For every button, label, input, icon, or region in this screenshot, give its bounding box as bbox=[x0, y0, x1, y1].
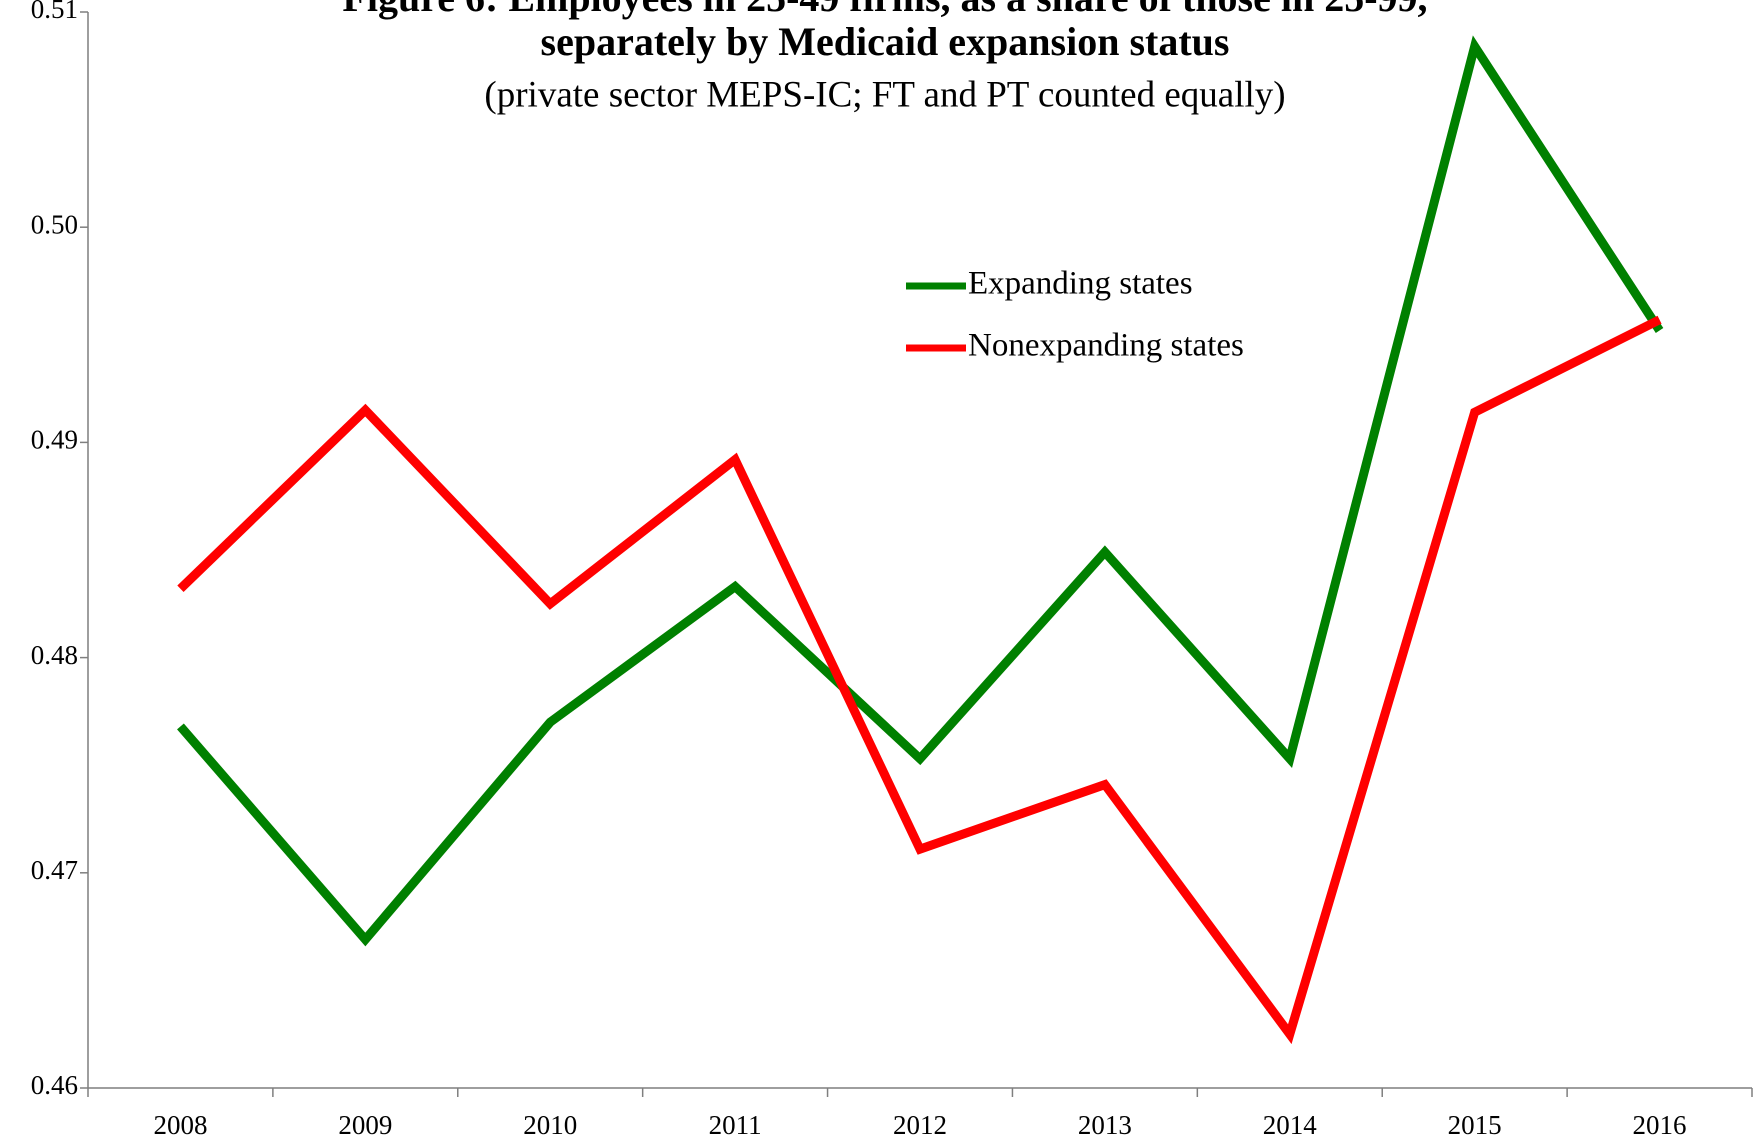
x-tick-label: 2012 bbox=[893, 1110, 947, 1140]
x-tick-label: 2016 bbox=[1633, 1110, 1687, 1140]
x-tick-label: 2011 bbox=[709, 1110, 762, 1140]
x-tick-label: 2014 bbox=[1263, 1110, 1318, 1140]
y-tick-label: 0.48 bbox=[31, 640, 78, 670]
x-tick-label: 2010 bbox=[523, 1110, 577, 1140]
chart-note: (private sector MEPS-IC; FT and PT count… bbox=[484, 74, 1285, 115]
legend-label: Nonexpanding states bbox=[968, 328, 1244, 364]
y-tick-label: 0.50 bbox=[31, 209, 78, 239]
series-line bbox=[177, 315, 1662, 1045]
x-tick-label: 2008 bbox=[153, 1110, 207, 1140]
x-tick-label: 2015 bbox=[1448, 1110, 1502, 1140]
chart-subtitle: separately by Medicaid expansion status bbox=[541, 19, 1230, 64]
legend-label: Expanding states bbox=[968, 266, 1193, 302]
y-tick-label: 0.46 bbox=[31, 1070, 78, 1100]
series-line bbox=[177, 35, 1664, 947]
y-tick-label: 0.51 bbox=[31, 0, 78, 24]
y-tick-label: 0.49 bbox=[31, 425, 78, 455]
x-tick-label: 2013 bbox=[1078, 1110, 1132, 1140]
y-tick-label: 0.47 bbox=[31, 855, 78, 885]
chart-title: Figure 6: Employees in 25-49 firms, as a… bbox=[342, 0, 1427, 20]
x-tick-label: 2009 bbox=[338, 1110, 392, 1140]
